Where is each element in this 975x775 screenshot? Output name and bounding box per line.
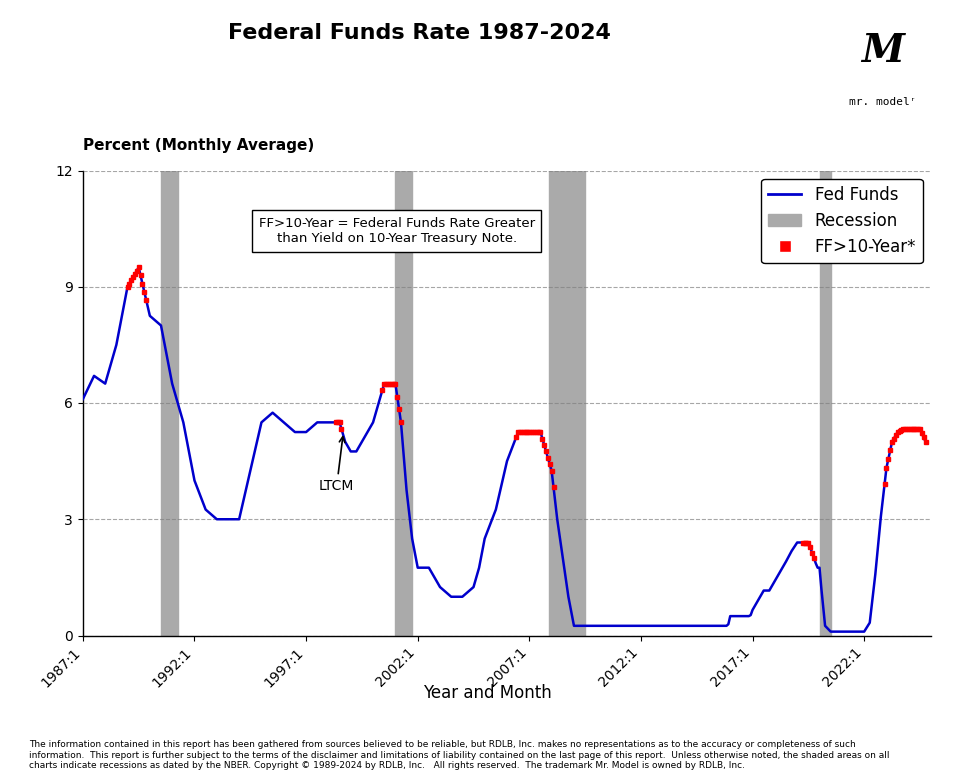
Text: Year and Month: Year and Month: [423, 684, 552, 701]
Text: LTCM: LTCM: [319, 436, 354, 493]
Bar: [161, 170, 177, 636]
Text: M: M: [861, 32, 904, 71]
Bar: [550, 170, 585, 636]
Text: FF>10-Year = Federal Funds Rate Greater
than Yield on 10-Year Treasury Note.: FF>10-Year = Federal Funds Rate Greater …: [258, 217, 535, 245]
Legend: Fed Funds, Recession, FF>10-Year*: Fed Funds, Recession, FF>10-Year*: [761, 179, 922, 263]
Text: Federal Funds Rate 1987-2024: Federal Funds Rate 1987-2024: [228, 22, 610, 43]
Bar: [396, 170, 412, 636]
Text: The information contained in this report has been gathered from sources believed: The information contained in this report…: [29, 740, 890, 770]
Text: mr. modelʳ: mr. modelʳ: [848, 98, 916, 107]
Bar: [820, 170, 831, 636]
Text: Percent (Monthly Average): Percent (Monthly Average): [83, 138, 314, 153]
